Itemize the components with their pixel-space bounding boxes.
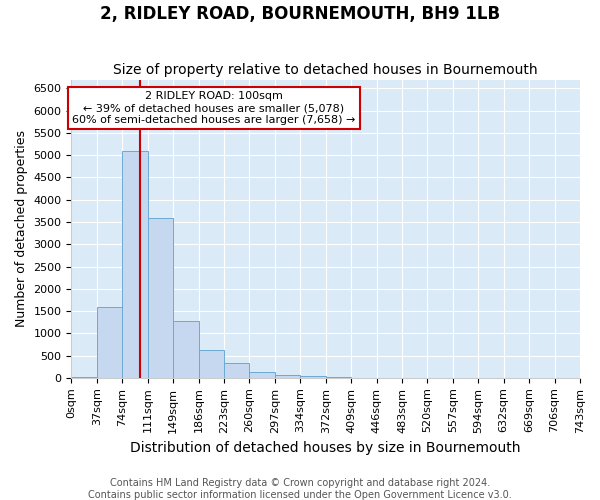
X-axis label: Distribution of detached houses by size in Bournemouth: Distribution of detached houses by size … xyxy=(130,441,521,455)
Text: Contains HM Land Registry data © Crown copyright and database right 2024.
Contai: Contains HM Land Registry data © Crown c… xyxy=(88,478,512,500)
Text: 2, RIDLEY ROAD, BOURNEMOUTH, BH9 1LB: 2, RIDLEY ROAD, BOURNEMOUTH, BH9 1LB xyxy=(100,5,500,23)
Bar xyxy=(122,151,148,378)
Bar xyxy=(300,376,326,378)
Bar xyxy=(275,374,300,378)
Bar xyxy=(148,218,173,378)
Text: 2 RIDLEY ROAD: 100sqm
← 39% of detached houses are smaller (5,078)
60% of semi-d: 2 RIDLEY ROAD: 100sqm ← 39% of detached … xyxy=(72,92,355,124)
Y-axis label: Number of detached properties: Number of detached properties xyxy=(15,130,28,327)
Bar xyxy=(199,350,224,378)
Bar xyxy=(224,363,250,378)
Bar xyxy=(97,308,122,378)
Bar xyxy=(71,377,97,378)
Bar xyxy=(173,321,199,378)
Bar xyxy=(326,377,351,378)
Title: Size of property relative to detached houses in Bournemouth: Size of property relative to detached ho… xyxy=(113,63,538,77)
Bar xyxy=(250,372,275,378)
